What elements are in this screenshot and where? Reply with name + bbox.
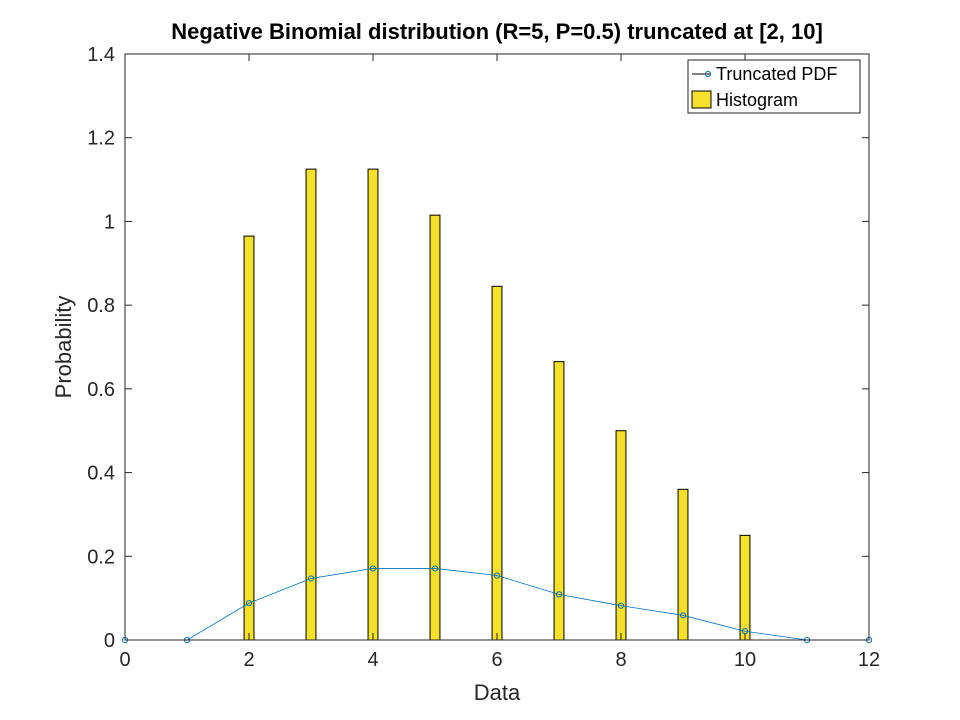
y-tick-label: 0.4	[87, 463, 115, 485]
y-tick-label: 0.6	[87, 379, 115, 401]
chart-title: Negative Binomial distribution (R=5, P=0…	[171, 19, 823, 44]
histogram-bar	[739, 534, 751, 641]
x-tick-label: 6	[491, 649, 502, 671]
y-axis-label: Probability	[51, 296, 76, 399]
histogram-bar	[553, 361, 565, 641]
histogram-bar	[429, 214, 441, 641]
x-axis-ticks: 0 2 4 6 8 10 12	[119, 54, 880, 671]
pdf-marker	[679, 612, 687, 619]
x-tick-label: 12	[858, 649, 880, 671]
x-tick-label: 8	[615, 649, 626, 671]
histogram-bar	[677, 488, 689, 641]
y-tick-label: 0.2	[87, 546, 115, 568]
y-tick-label: 1.4	[87, 44, 115, 66]
y-tick-label: 1	[104, 211, 115, 233]
x-tick-label: 4	[367, 649, 378, 671]
legend-histogram-label: Histogram	[716, 90, 798, 110]
x-axis-label: Data	[474, 680, 521, 705]
y-tick-label: 0	[104, 630, 115, 652]
y-axis-ticks: 0 0.2 0.4 0.6 0.8 1 1.2 1.4	[87, 44, 869, 652]
legend-box	[687, 59, 861, 114]
pdf-marker	[245, 600, 253, 607]
x-tick-label: 10	[734, 649, 756, 671]
pdf-marker	[369, 565, 377, 572]
histogram-bar	[305, 168, 317, 641]
legend-pdf-label: Truncated PDF	[716, 64, 837, 84]
pdf-marker	[431, 565, 439, 572]
legend: Truncated PDF Histogram	[687, 59, 861, 114]
histogram-bar	[491, 285, 503, 641]
legend-pdf-marker	[704, 70, 712, 78]
pdf-marker	[555, 591, 563, 598]
y-tick-label: 0.8	[87, 295, 115, 317]
pdf-marker	[307, 575, 315, 582]
histogram-bar	[243, 235, 255, 641]
x-tick-label: 0	[119, 649, 130, 671]
legend-histogram-swatch	[691, 90, 712, 109]
pdf-line	[125, 568, 869, 641]
pdf-marker	[493, 572, 501, 579]
y-tick-label: 1.2	[87, 128, 115, 150]
pdf-marker	[617, 602, 625, 609]
x-tick-label: 2	[243, 649, 254, 671]
